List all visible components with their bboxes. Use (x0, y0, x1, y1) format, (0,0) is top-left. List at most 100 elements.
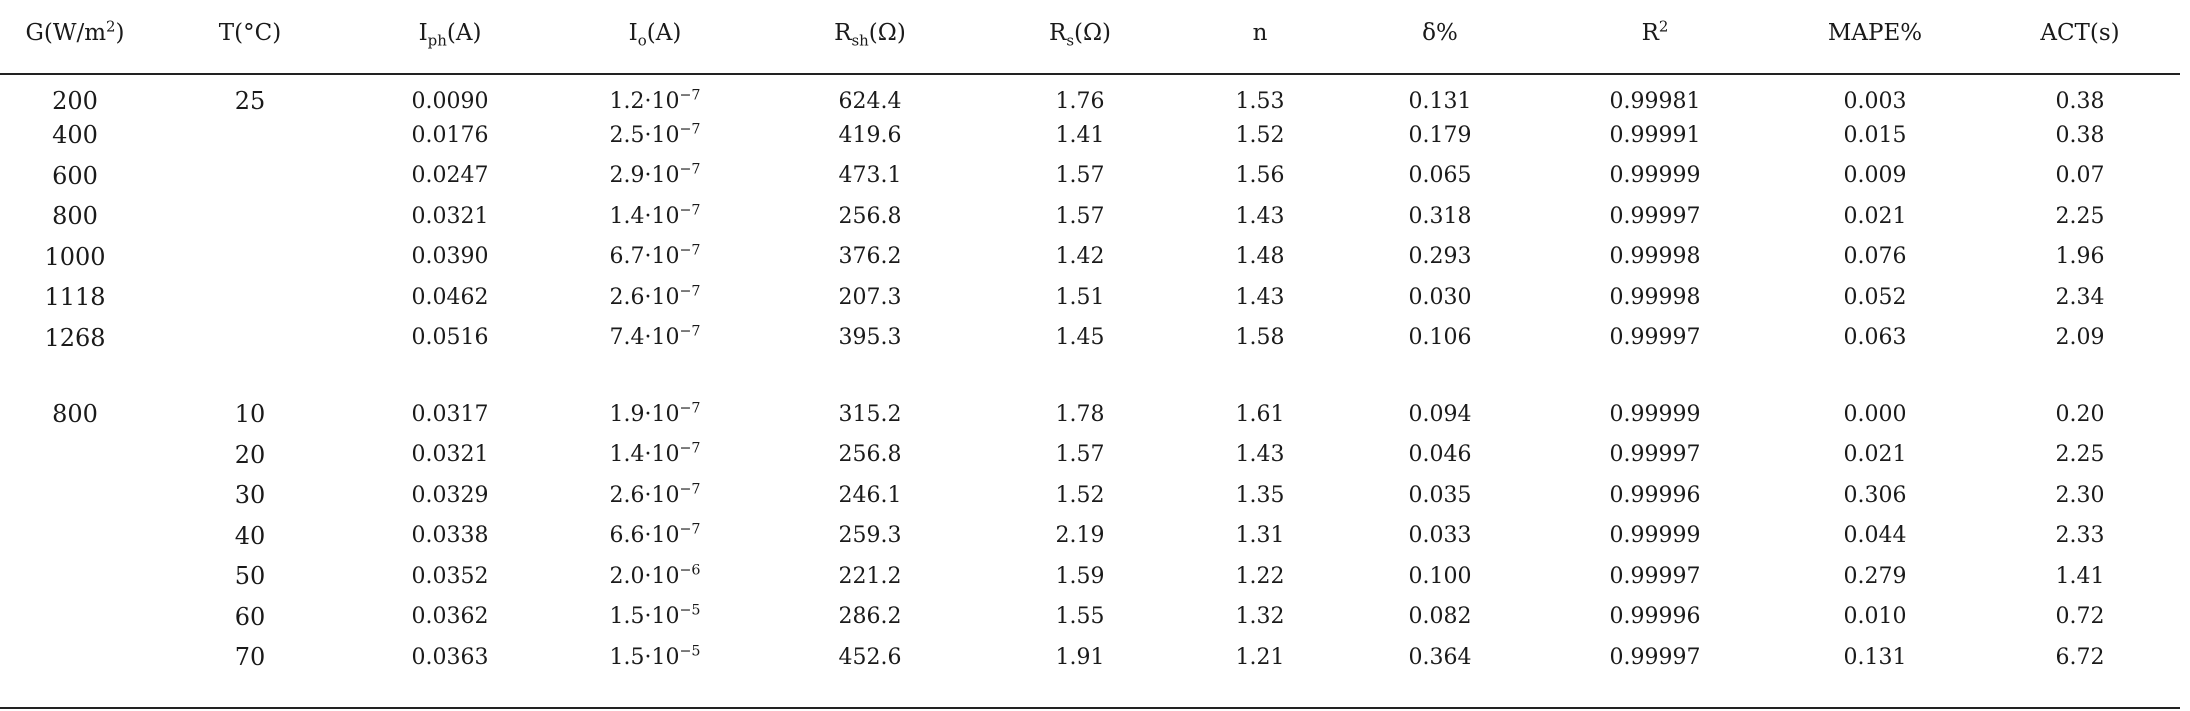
cell-n: 1.43 (1235, 284, 1285, 310)
cell-rs: 1.42 (1055, 244, 1105, 270)
cell-mape: 0.044 (1843, 523, 1907, 549)
cell-mape: 0.279 (1843, 563, 1907, 589)
cell-r2: 0.99997 (1609, 325, 1701, 351)
cell-mape: 0.021 (1843, 203, 1907, 229)
cell-r2: 0.99997 (1609, 203, 1701, 229)
cell-mape: 0.010 (1843, 604, 1907, 630)
cell-n: 1.53 (1235, 88, 1285, 114)
cell-act: 2.33 (2055, 523, 2105, 549)
io-exponent: −7 (679, 161, 701, 178)
cell-rsh: 473.1 (838, 163, 902, 189)
io-mantissa: 2.6·10 (609, 284, 680, 310)
cell-temperature: 10 (234, 400, 266, 429)
cell-delta: 0.082 (1408, 604, 1472, 630)
cell-r2: 0.99997 (1609, 644, 1701, 670)
header-row: G(W/m2) T(°C) Iph(A) Io(A) Rsh(Ω) Rs(Ω) … (0, 0, 2180, 75)
io-exponent: −7 (679, 323, 701, 340)
cell-rs: 1.41 (1055, 122, 1105, 148)
cell-irradiance: 400 (52, 121, 98, 150)
cell-rs: 2.19 (1055, 523, 1105, 549)
cell-delta: 0.131 (1408, 88, 1472, 114)
cell-rs: 1.52 (1055, 482, 1105, 508)
group-spacer (0, 358, 2180, 394)
cell-r2: 0.99991 (1609, 122, 1701, 148)
cell-n: 1.35 (1235, 482, 1285, 508)
cell-mape: 0.015 (1843, 122, 1907, 148)
cell-iph: 0.0516 (411, 325, 489, 351)
cell-irradiance (0, 556, 150, 597)
io-exponent: −7 (679, 521, 701, 538)
cell-rsh: 256.8 (838, 442, 902, 468)
cell-temperature (150, 156, 350, 197)
cell-temperature: 30 (234, 481, 266, 510)
cell-n: 1.22 (1235, 563, 1285, 589)
table-row: 400 0.0176 2.5·10−7 419.6 1.41 1.52 0.179 0.999… (0, 115, 2180, 156)
io-mantissa: 6.7·10 (609, 244, 680, 270)
cell-rsh: 419.6 (838, 122, 902, 148)
table-row: 800 10 0.0317 1.9·10−7 315.2 1.78 1.61 0.094 0.9… (0, 394, 2180, 435)
table-row: 30 0.0329 2.6·10−7 246.1 1.52 1.35 0.035 0.9999… (0, 475, 2180, 516)
header-iph: Iph(A) (350, 0, 550, 75)
cell-act: 0.72 (2055, 604, 2105, 630)
table-row: 1118 0.0462 2.6·10−7 207.3 1.51 1.43 0.030 0.99… (0, 277, 2180, 318)
cell-rs: 1.45 (1055, 325, 1105, 351)
cell-n: 1.21 (1235, 644, 1285, 670)
io-exponent: −7 (679, 202, 701, 219)
cell-act: 2.25 (2055, 203, 2105, 229)
cell-n: 1.52 (1235, 122, 1285, 148)
cell-rsh: 376.2 (838, 244, 902, 270)
header-mape: MAPE% (1770, 0, 1980, 75)
cell-iph: 0.0321 (411, 442, 489, 468)
cell-delta: 0.179 (1408, 122, 1472, 148)
cell-rsh: 221.2 (838, 563, 902, 589)
cell-irradiance: 600 (52, 161, 98, 190)
cell-iph: 0.0362 (411, 604, 489, 630)
cell-act: 2.34 (2055, 284, 2105, 310)
cell-mape: 0.076 (1843, 244, 1907, 270)
cell-iph: 0.0363 (411, 644, 489, 670)
cell-delta: 0.094 (1408, 401, 1472, 427)
cell-io: 2.0·10−6 (550, 556, 760, 597)
cell-temperature (150, 115, 350, 156)
cell-rsh: 624.4 (838, 88, 902, 114)
cell-irradiance: 1118 (44, 283, 106, 312)
cell-rs: 1.91 (1055, 644, 1105, 670)
table-row: 1268 0.0516 7.4·10−7 395.3 1.45 1.58 0.106 0.99… (0, 318, 2180, 359)
cell-mape: 0.131 (1843, 644, 1907, 670)
io-mantissa: 2.0·10 (609, 563, 680, 589)
cell-iph: 0.0176 (411, 122, 489, 148)
io-exponent: −7 (679, 87, 701, 104)
cell-temperature: 60 (234, 602, 266, 631)
cell-rs: 1.57 (1055, 442, 1105, 468)
header-temperature: T(°C) (150, 0, 350, 75)
table-header: G(W/m2) T(°C) Iph(A) Io(A) Rsh(Ω) Rs(Ω) … (0, 0, 2180, 75)
cell-irradiance (0, 475, 150, 516)
cell-iph: 0.0329 (411, 482, 489, 508)
cell-rsh: 246.1 (838, 482, 902, 508)
cell-iph: 0.0462 (411, 284, 489, 310)
cell-temperature: 70 (234, 643, 266, 672)
cell-n: 1.43 (1235, 203, 1285, 229)
io-mantissa: 1.5·10 (609, 604, 680, 630)
cell-r2: 0.99996 (1609, 482, 1701, 508)
table-row: 70 0.0363 1.5·10−5 452.6 1.91 1.21 0.364 0.9999… (0, 637, 2180, 678)
cell-iph: 0.0321 (411, 203, 489, 229)
cell-irradiance (0, 435, 150, 476)
cell-mape: 0.063 (1843, 325, 1907, 351)
cell-io: 1.9·10−7 (550, 394, 760, 435)
header-delta: δ% (1340, 0, 1540, 75)
cell-r2: 0.99999 (1609, 163, 1701, 189)
cell-iph: 0.0338 (411, 523, 489, 549)
cell-delta: 0.364 (1408, 644, 1472, 670)
cell-act: 1.96 (2055, 244, 2105, 270)
cell-io: 1.2·10−7 (550, 74, 760, 115)
cell-rsh: 259.3 (838, 523, 902, 549)
io-mantissa: 1.5·10 (609, 644, 680, 670)
header-io: Io(A) (550, 0, 760, 75)
header-n: n (1180, 0, 1340, 75)
cell-act: 0.07 (2055, 163, 2105, 189)
cell-temperature: 20 (234, 440, 266, 469)
table-row: 800 0.0321 1.4·10−7 256.8 1.57 1.43 0.318 0.999… (0, 196, 2180, 237)
cell-delta: 0.100 (1408, 563, 1472, 589)
